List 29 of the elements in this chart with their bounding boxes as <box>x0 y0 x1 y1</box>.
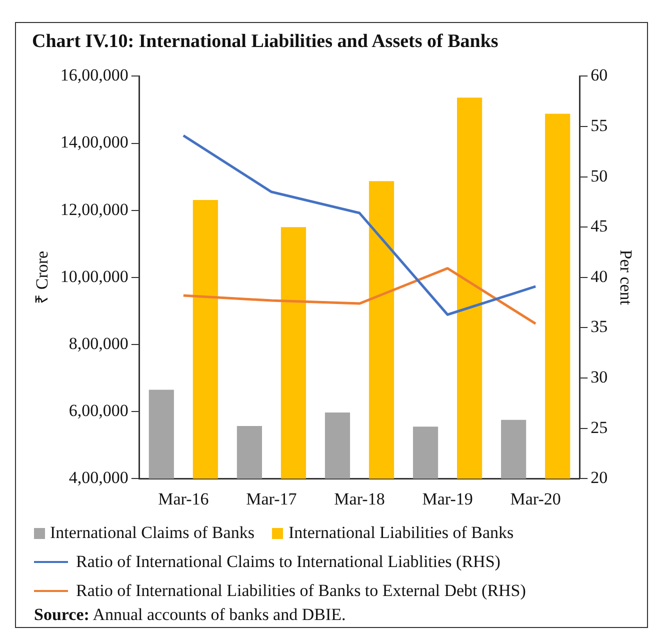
y-tick-label: 4,00,000 <box>68 468 128 488</box>
y2-tick-label: 55 <box>590 116 608 135</box>
y2-tick-label: 60 <box>590 66 608 85</box>
y-axis-title: ₹ Crore <box>32 250 52 304</box>
x-tick-label: Mar-20 <box>510 489 561 508</box>
y-tick-label: 8,00,000 <box>68 334 128 353</box>
source-note: Source: Annual accounts of banks and DBIE. <box>34 605 346 625</box>
x-tick-label: Mar-17 <box>246 489 298 508</box>
legend-label: International Liabilities of Banks <box>288 523 514 543</box>
y2-tick-label: 20 <box>590 468 608 488</box>
x-tick-label: Mar-16 <box>158 489 209 508</box>
y-tick-label: 12,00,000 <box>60 200 128 219</box>
y-tick-label: 6,00,000 <box>68 401 128 420</box>
x-tick-label: Mar-18 <box>334 489 385 508</box>
chart-title: Chart IV.10: International Liabilities and Assets of Banks <box>32 31 498 53</box>
y2-tick-label: 35 <box>590 317 608 336</box>
y2-tick-label: 30 <box>590 367 608 386</box>
y-tick-label: 14,00,000 <box>60 132 128 152</box>
y2-tick-label: 45 <box>590 216 608 236</box>
y-tick-label: 16,00,000 <box>60 66 128 85</box>
legend-label: Ratio of International Liabilities of Banks to External Debt (RHS) <box>76 581 526 601</box>
x-tick-label: Mar-19 <box>422 489 473 508</box>
y2-axis-title: Per cent <box>616 250 636 306</box>
y-tick-label: 10,00,000 <box>60 266 128 286</box>
y2-tick-label: 25 <box>590 418 608 437</box>
legend-label: Ratio of International Claims to International Liablities (RHS) <box>76 552 500 572</box>
y2-tick-label: 50 <box>590 166 608 186</box>
y2-tick-label: 40 <box>590 266 608 286</box>
legend-label: International Claims of Banks <box>50 523 254 543</box>
